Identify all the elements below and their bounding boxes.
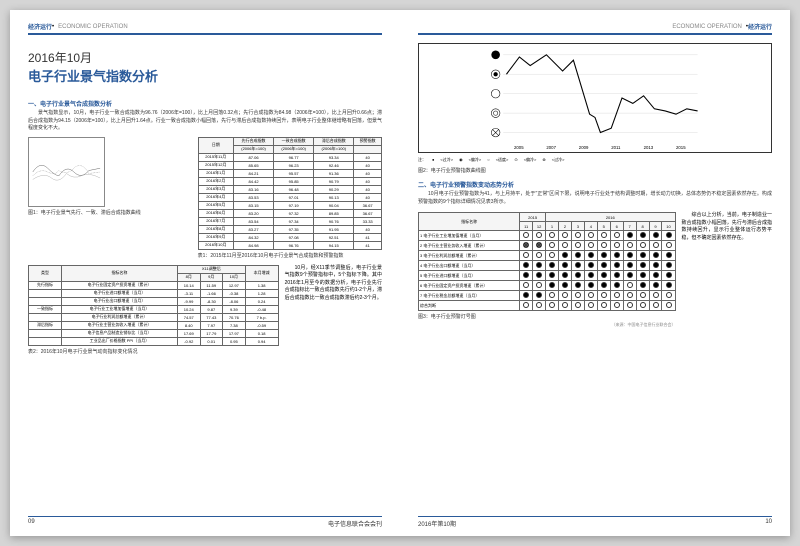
header-right: ECONOMIC OPERATION • 经济运行 [418,22,772,35]
svg-text:2005: 2005 [514,145,524,150]
section2-heading: 二、电子行业预警指数变动态势分析 [418,180,772,189]
caption-fig3: 图3：电子行业预警灯号图 [418,313,676,320]
footer-right: 2016年第10期10 [418,516,772,528]
source-note: （来源：中国电子信息行业联合会） [418,322,676,328]
section1-heading: 一、电子行业景气合成指数分析 [28,99,382,108]
table2: 类型指标名称X11调整后本月增减8月9月10月先行指标电子行业固定资产投资增速（… [28,265,279,346]
side-analysis: 综合以上分析，当前，电子制造业一致合成指数小幅回落，先行与滞后合成指数持续回升，… [682,212,772,242]
svg-text:2007: 2007 [546,145,556,150]
header-left: 经济运行 • ECONOMIC OPERATION [28,22,382,35]
chart2-warning: 2005 2007 2009 2011 2013 2015 [418,43,772,153]
chart1-line [28,137,105,207]
table1: 日期先行合成指数一致合成指数滞后合成指数预警指数(2006年=100)(2006… [198,137,382,250]
footer-left: 09电子信息联合会会刊 [28,516,382,528]
svg-text:2015: 2015 [676,145,686,150]
section1-body: 景气指数显示，10月，电子行业一致合成指数为96.76（2006年=100），比… [28,110,382,133]
title-main: 电子行业景气指数分析 [28,66,382,85]
caption-fig2: 图2：电子行业预警指数曲线图 [418,167,772,174]
svg-text:2011: 2011 [611,145,621,150]
svg-text:2013: 2013 [644,145,654,150]
caption-tbl2: 表2：2016年10月电子行业景气动向指标变化情况 [28,348,279,355]
section2-body: 10月电子行业预警指数为41，与上月持平，处于"正常"区间下限，说明电子行业处于… [418,191,772,206]
table3-signals: 指标名称201520161112123456789101 电子行业工业增加值增速… [418,212,676,311]
caption-tbl1: 表1：2015年11月至2016年10月电子行业景气合成指数和预警指数 [198,252,382,259]
chart2-legend: 注：●<过冷>◉<偏冷>○<适度>⊙<偏冷>⊗<过冷> [418,157,772,163]
caption-fig1: 图1：电子行业景气先行、一致、滞后合成指数曲线 [28,209,192,216]
title-date: 2016年10月 [28,49,382,66]
svg-text:2009: 2009 [579,145,589,150]
mid-text: 10月，经X11季节调整后，电子行业景气指数9个预警指标中，5个指标下降。其中2… [285,265,382,303]
